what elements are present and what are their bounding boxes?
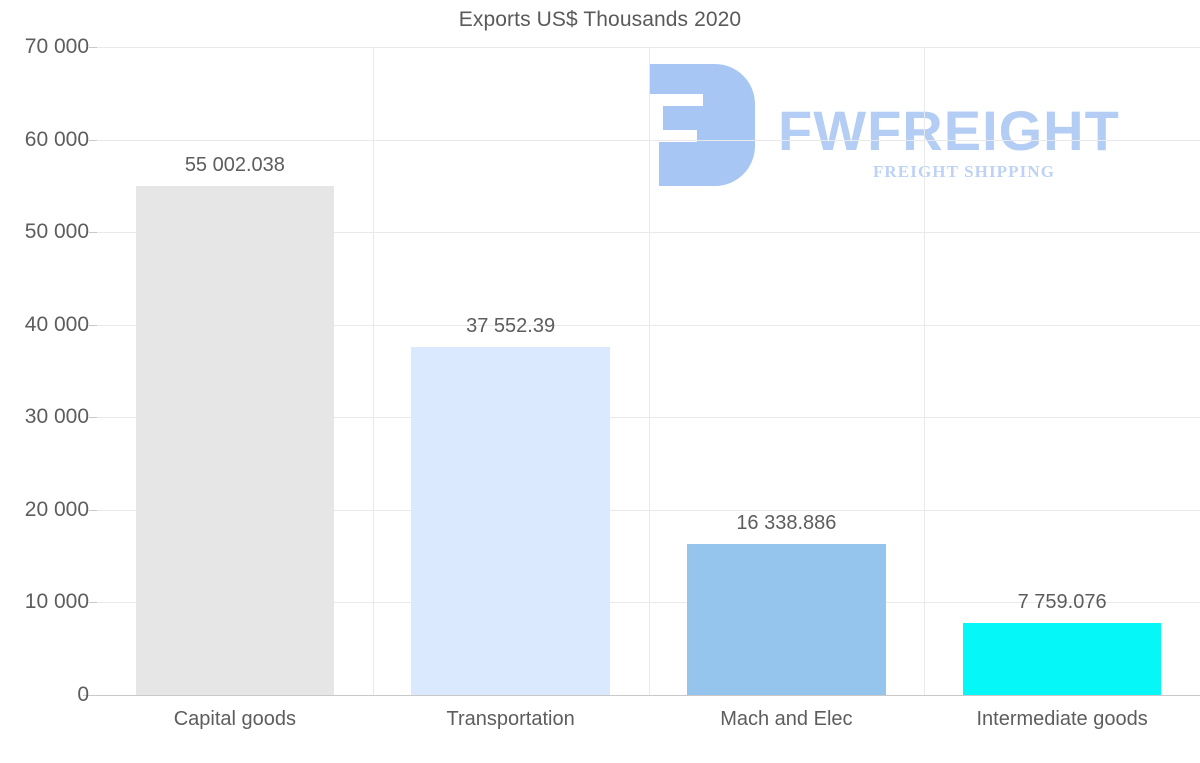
y-axis-tick-mark [89,417,97,419]
chart-title: Exports US$ Thousands 2020 [458,8,742,31]
plot-area: 55 002.038 37 552.39 16 338.886 7 759.076 [83,47,1200,696]
y-axis-tick-mark [89,324,97,326]
gridline-vertical [372,47,374,695]
bar-value-label: 16 338.886 [736,511,837,534]
x-axis-label: Mach and Elec [720,708,853,730]
bar-value-label: 37 552.39 [466,315,556,338]
y-axis-label: 60 000 [24,127,89,151]
x-axis-label: Transportation [446,708,575,730]
y-axis-label: 40 000 [24,312,89,336]
gridline-vertical [648,47,650,695]
bar-value-label: 7 759.076 [1017,591,1107,614]
y-axis-tick-mark [89,47,97,48]
y-axis-label: 10 000 [24,590,89,614]
bar[interactable] [411,347,610,695]
y-axis-tick-mark [89,509,97,511]
bar[interactable] [135,185,335,695]
bar[interactable] [687,543,886,695]
x-axis-label: Intermediate goods [976,708,1148,730]
y-axis-tick-mark [89,232,97,234]
y-axis-label: 20 000 [24,497,89,521]
y-axis-label: 50 000 [24,220,89,244]
x-axis-label: Capital goods [173,708,297,730]
y-axis-label: 30 000 [24,405,89,429]
bar[interactable] [962,623,1162,695]
y-axis-label: 70 000 [24,35,89,58]
gridline-horizontal [83,695,1200,696]
bar-value-label: 55 002.038 [184,153,285,176]
gridline-vertical [924,47,926,695]
y-axis-tick-mark [89,602,97,604]
y-axis-label: 0 [77,683,89,706]
y-axis-tick-mark [89,139,97,141]
